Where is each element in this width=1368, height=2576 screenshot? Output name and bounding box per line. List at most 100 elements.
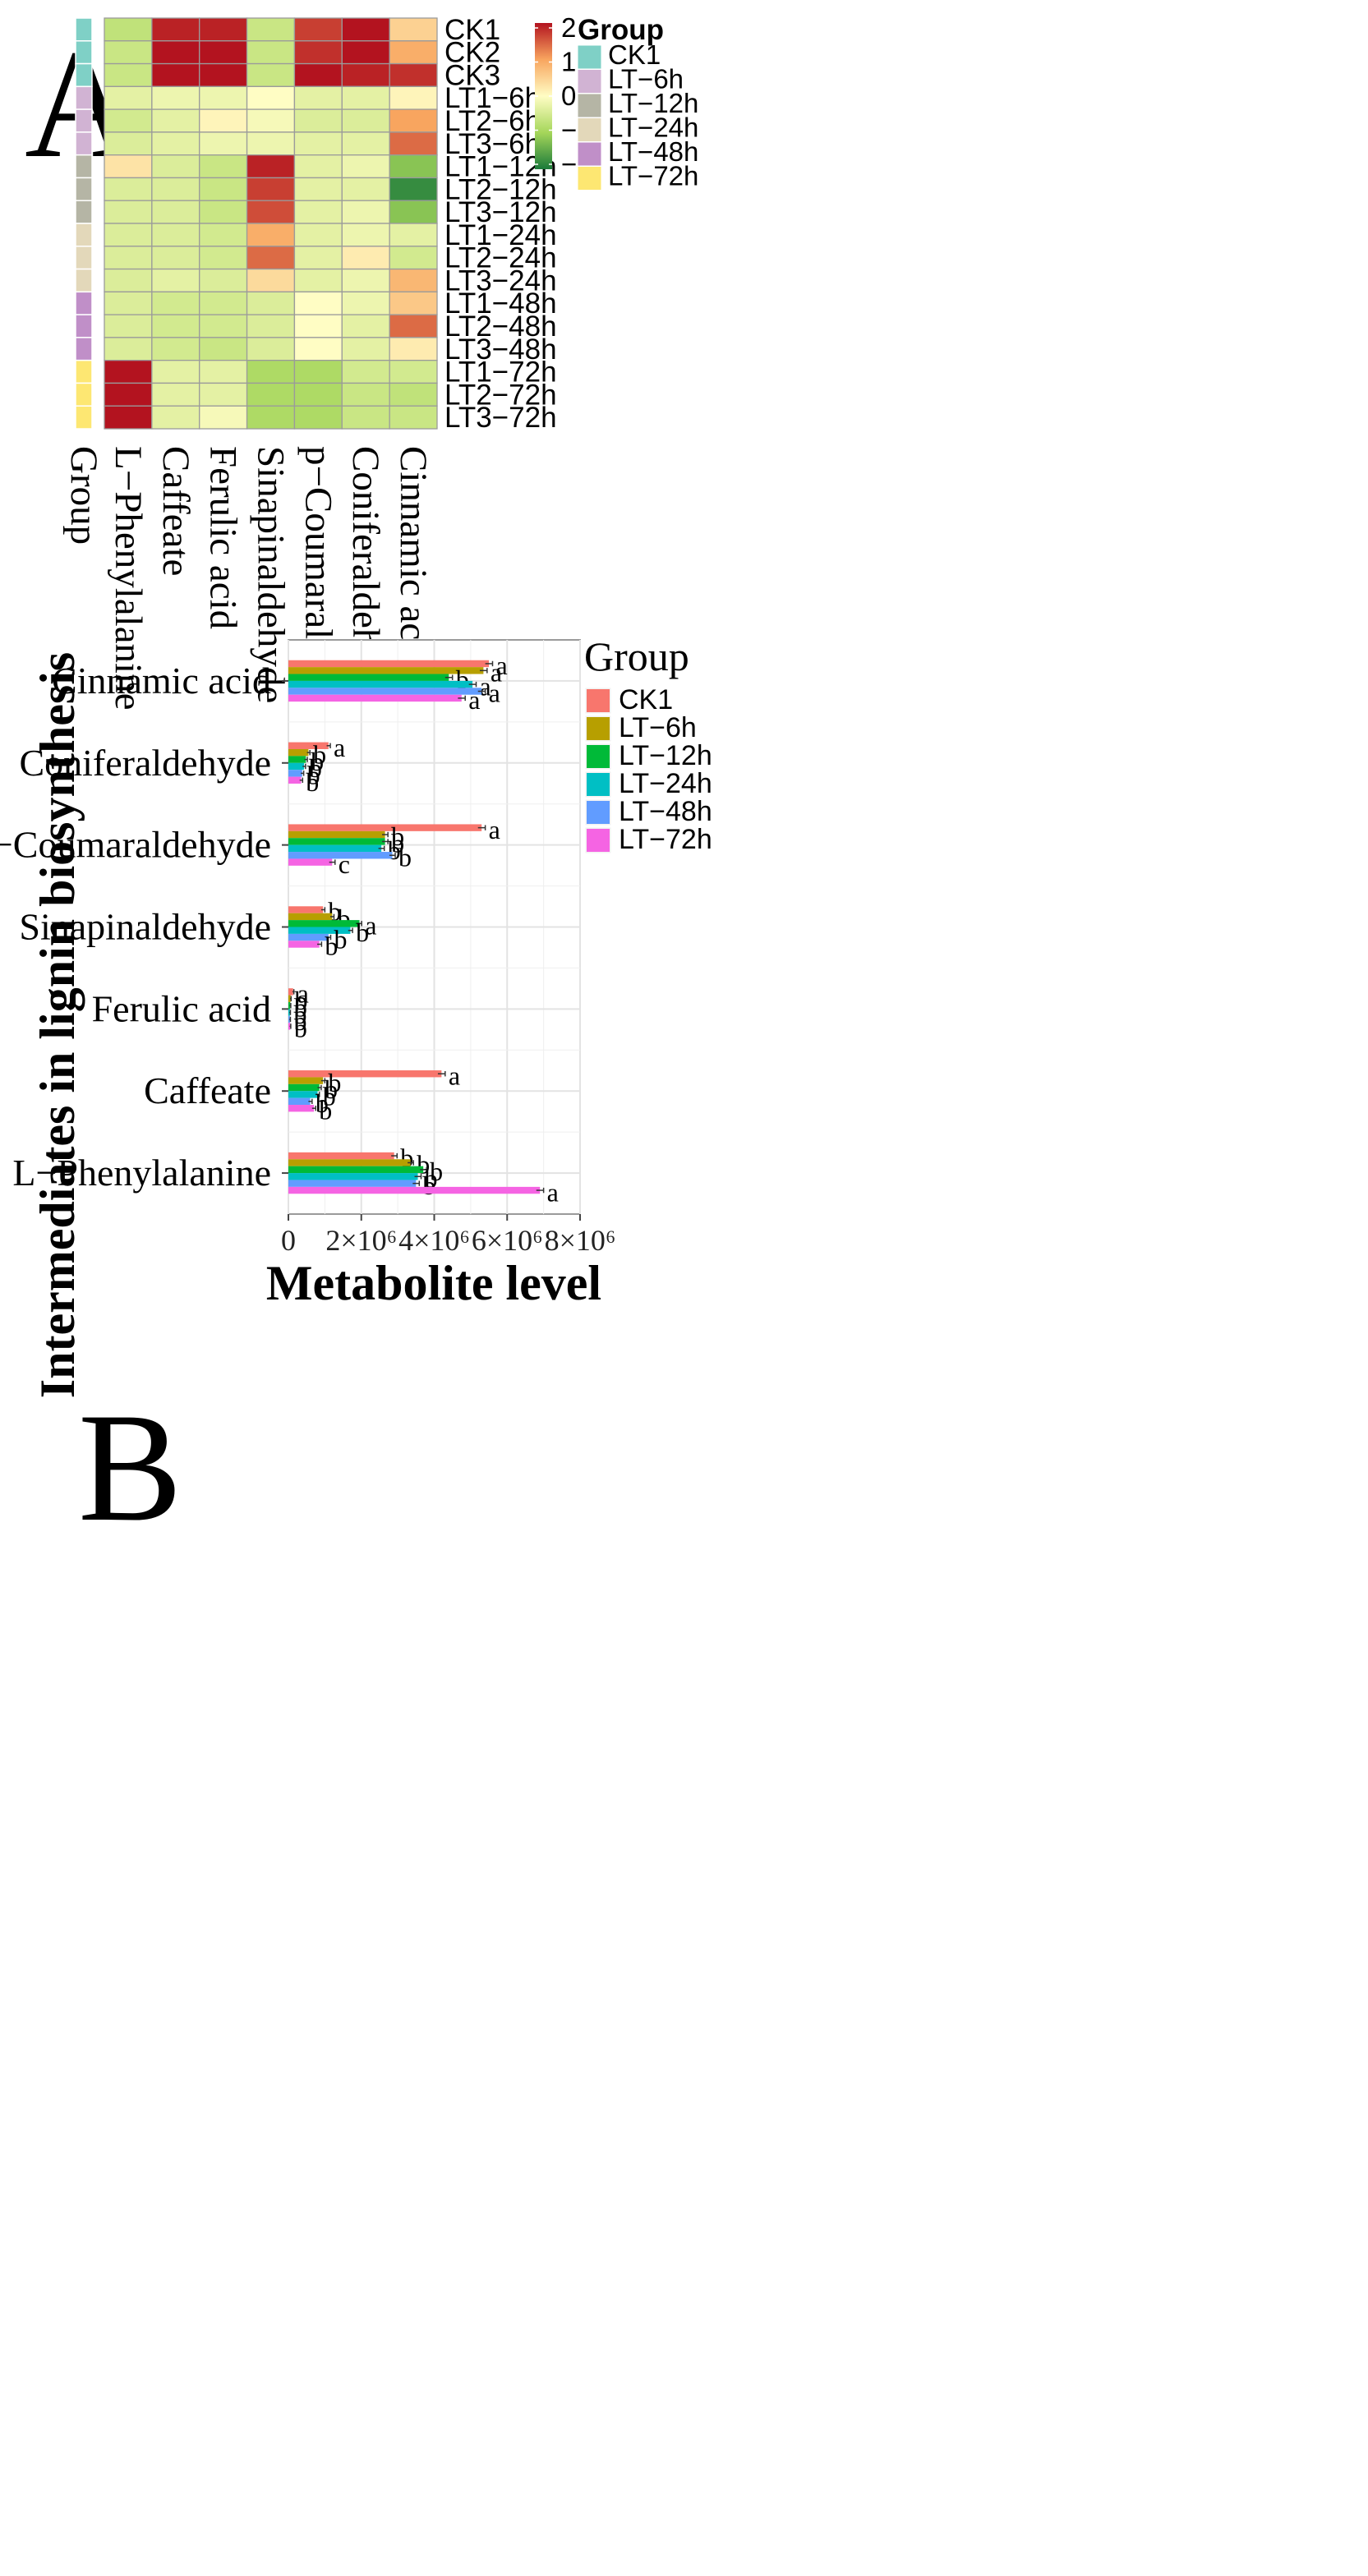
sig-letter-ferulic-acid-lt-24h: b: [293, 1000, 306, 1029]
heatmap-cell-ck2-ferulic-acid: [199, 40, 248, 65]
legend-label-lt-6h: LT−6h: [608, 64, 684, 94]
bar-ferulic-acid-lt-48h: [288, 1015, 290, 1024]
bar-coniferaldehyde-lt-72h: [288, 776, 302, 784]
heatmap-cell-lt2-6h-l-phenylalanine: [104, 108, 153, 133]
heatmap-cell-lt2-24h-cinnamic-acid: [389, 246, 438, 270]
heatmap-cell-lt1-72h-p-coumaraldehyde: [293, 360, 343, 384]
bar-cinnamic-acid-ck1: [288, 660, 490, 668]
heatmap-cell-ck1-caffeate: [151, 17, 200, 42]
group-cell-lt1-72h: [75, 359, 93, 384]
group-cell-ck1: [75, 17, 93, 42]
bar-cinnamic-acid-lt-6h: [288, 667, 484, 674]
heatmap-cell-lt1-12h-coniferaldehyde: [341, 154, 390, 179]
sig-letter-ferulic-acid-lt-12h: b: [294, 992, 307, 1022]
bar-coniferaldehyde-ck1: [288, 742, 329, 749]
sig-letter-p-coumaraldehyde-lt-12h: b: [391, 829, 404, 858]
heatmap-cell-lt1-24h-coniferaldehyde: [341, 223, 390, 247]
heatmap-cell-lt3-48h-sinapinaldehyde: [246, 337, 296, 361]
heatmap-cell-lt1-24h-sinapinaldehyde: [246, 223, 296, 247]
category-label-p-coumaraldehyde: p−Coumaraldehyde: [0, 824, 271, 866]
bar-p-coumaraldehyde-lt-72h: [288, 858, 333, 866]
heatmap-cell-lt2-24h-coniferaldehyde: [341, 246, 390, 270]
sig-letter-coniferaldehyde-lt-24h: b: [309, 753, 322, 783]
heatmap-cell-lt3-48h-cinnamic-acid: [389, 337, 438, 361]
bar-sinapinaldehyde-lt-48h: [288, 933, 329, 941]
category-label-sinapinaldehyde: Sinapinaldehyde: [19, 906, 271, 948]
heatmap-cell-lt2-48h-sinapinaldehyde: [246, 314, 296, 338]
heatmap-cell-lt3-12h-caffeate: [151, 200, 200, 224]
group-cell-lt2-48h: [75, 314, 93, 338]
heatmap-cell-lt2-24h-l-phenylalanine: [104, 246, 153, 270]
bar-sinapinaldehyde-lt-72h: [288, 941, 320, 948]
color-scale-bar: [535, 23, 552, 169]
legend-label-lt-48h: LT−48h: [608, 136, 698, 167]
heatmap-cell-lt3-12h-ferulic-acid: [199, 200, 248, 224]
bar-p-coumaraldehyde-lt-12h: [288, 838, 385, 845]
heatmap-cell-lt1-6h-caffeate: [151, 85, 200, 110]
heatmap-cell-lt2-6h-sinapinaldehyde: [246, 108, 296, 133]
heatmap-cell-lt3-24h-p-coumaraldehyde: [293, 268, 343, 292]
sig-letter-l-phenylalanine-lt-12h: b: [430, 1157, 443, 1186]
heatmap-cell-lt3-24h-sinapinaldehyde: [246, 268, 296, 292]
bar-cinnamic-acid-lt-12h: [288, 674, 449, 681]
sig-letter-p-coumaraldehyde-lt-48h: b: [398, 842, 412, 872]
sig-letter-cinnamic-acid-lt-24h: a: [480, 671, 491, 701]
x-tick-label-0: 0: [281, 1224, 296, 1257]
bar-p-coumaraldehyde-lt-6h: [288, 830, 385, 839]
x-axis-title: Metabolite level: [266, 1256, 601, 1310]
heatmap-cell-lt3-12h-sinapinaldehyde: [246, 200, 296, 224]
row-label-lt2-24h: LT2−24h: [444, 242, 557, 274]
bar-caffeate-lt-6h: [288, 1077, 324, 1084]
bar-cinnamic-acid-lt-72h: [288, 694, 462, 702]
heatmap-cell-lt1-24h-cinnamic-acid: [389, 223, 438, 247]
category-label-caffeate: Caffeate: [144, 1070, 271, 1111]
heatmap-cell-lt1-12h-l-phenylalanine: [104, 154, 153, 179]
group-cell-lt1-24h: [75, 223, 93, 247]
bar-caffeate-lt-48h: [288, 1097, 311, 1106]
heatmap-cell-lt2-12h-l-phenylalanine: [104, 177, 153, 201]
sig-letter-coniferaldehyde-lt-6h: b: [313, 739, 326, 769]
bar-legend-swatch-ck1: [587, 689, 610, 712]
heatmap-cell-ck1-ferulic-acid: [199, 17, 248, 42]
bar-ferulic-acid-lt-6h: [288, 995, 291, 1002]
sig-letter-cinnamic-acid-lt-48h: a: [489, 678, 500, 708]
bar-l-phenylalanine-lt-6h: [288, 1159, 411, 1166]
heatmap-cell-lt1-12h-p-coumaraldehyde: [293, 154, 343, 179]
scale-label-2: 2: [561, 12, 576, 43]
column-label-group: Group: [62, 446, 105, 545]
legend-swatch-lt-48h: [577, 141, 602, 167]
x-tick-label-6-10: 6×10⁶: [472, 1224, 543, 1257]
heatmap-cell-ck2-cinnamic-acid: [389, 40, 438, 65]
heatmap-cell-lt1-24h-p-coumaraldehyde: [293, 223, 343, 247]
sig-letter-p-coumaraldehyde-lt-72h: c: [339, 849, 350, 879]
column-label-ferulic-acid: Ferulic acid: [202, 446, 245, 629]
bar-legend-label-lt-24h: LT−24h: [619, 768, 712, 799]
heatmap-cell-lt2-72h-cinnamic-acid: [389, 382, 438, 407]
bar-chart-axes: Cinnamic acid Coniferaldehyde p−Coumaralde…: [0, 652, 615, 1398]
bar-sinapinaldehyde-lt-24h: [288, 927, 351, 934]
heatmap-cell-lt3-72h-l-phenylalanine: [104, 405, 153, 430]
heatmap-cell-ck1-coniferaldehyde: [341, 17, 390, 42]
bar-legend-label-lt-72h: LT−72h: [619, 824, 712, 855]
x-tick-label-8-10: 8×10⁶: [545, 1224, 616, 1257]
bar-cinnamic-acid-lt-24h: [288, 680, 473, 688]
heatmap-cell-lt1-6h-cinnamic-acid: [389, 85, 438, 110]
heatmap-cell-lt2-24h-sinapinaldehyde: [246, 246, 296, 270]
legend-swatch-lt-24h: [577, 117, 602, 142]
row-label-lt2-12h: LT2−12h: [444, 173, 557, 205]
heatmap-cell-lt3-24h-l-phenylalanine: [104, 268, 153, 292]
heatmap-cell-lt2-48h-l-phenylalanine: [104, 314, 153, 338]
heatmap-cell-lt3-24h-caffeate: [151, 268, 200, 292]
heatmap-cell-ck3-sinapinaldehyde: [246, 62, 296, 87]
group-cell-lt2-72h: [75, 382, 93, 407]
heatmap-cell-lt2-48h-coniferaldehyde: [341, 314, 390, 338]
bar-legend-label-lt-6h: LT−6h: [619, 712, 697, 743]
heatmap-cell-lt2-48h-cinnamic-acid: [389, 314, 438, 338]
x-tick-label-4-10: 4×10⁶: [398, 1224, 470, 1257]
heatmap-cell-lt2-48h-caffeate: [151, 314, 200, 338]
sig-letter-ferulic-acid-lt-48h: b: [293, 1006, 306, 1036]
bar-legend-label-ck1: CK1: [619, 684, 673, 715]
bar-coniferaldehyde-lt-24h: [288, 762, 305, 770]
